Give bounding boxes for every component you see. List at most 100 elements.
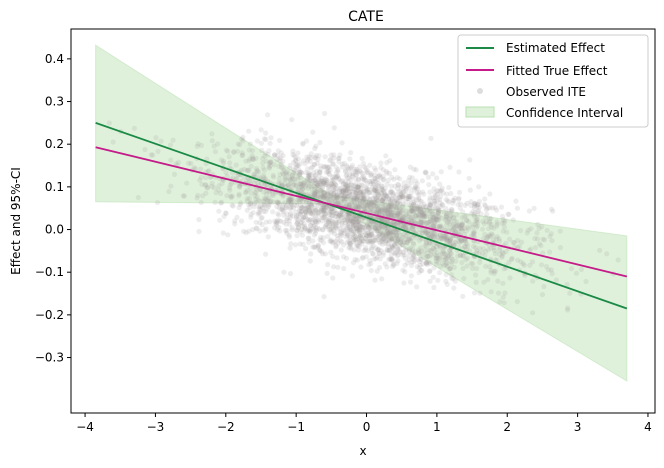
observed-ite-point [291, 205, 297, 211]
observed-ite-point [348, 196, 354, 202]
observed-ite-point [305, 210, 312, 216]
observed-ite-point [354, 166, 360, 173]
observed-ite-point [401, 188, 407, 195]
observed-ite-point [421, 207, 427, 213]
observed-ite-point [368, 224, 374, 230]
observed-ite-point [376, 210, 382, 216]
observed-ite-point [302, 213, 309, 219]
observed-ite-point [578, 266, 585, 272]
observed-ite-point [386, 205, 392, 212]
observed-ite-point [520, 261, 526, 267]
observed-ite-point [374, 189, 380, 195]
observed-ite-point [235, 141, 241, 147]
observed-ite-point [282, 176, 288, 182]
observed-ite-point [224, 173, 230, 179]
observed-ite-point [248, 211, 254, 218]
observed-ite-point [378, 227, 384, 233]
observed-ite-point [430, 274, 436, 280]
observed-ite-point [301, 227, 307, 233]
observed-ite-point [403, 224, 409, 231]
observed-ite-point [281, 269, 287, 275]
observed-ite-point [294, 219, 301, 225]
observed-ite-point [368, 237, 374, 244]
observed-ite-point [406, 253, 412, 259]
observed-ite-point [330, 209, 336, 215]
observed-ite-point [248, 200, 254, 206]
observed-ite-point [434, 216, 440, 223]
observed-ite-point [417, 205, 423, 211]
observed-ite-point [388, 252, 394, 258]
observed-ite-point [359, 188, 365, 194]
observed-ite-point [393, 232, 399, 238]
observed-ite-point [432, 200, 438, 206]
observed-ite-point [281, 219, 287, 225]
observed-ite-point [380, 252, 386, 258]
observed-ite-point [380, 173, 386, 179]
observed-ite-point [303, 210, 309, 216]
observed-ite-point [307, 207, 313, 213]
observed-ite-point [400, 267, 406, 273]
observed-ite-point [323, 169, 329, 175]
observed-ite-point [443, 217, 449, 223]
observed-ite-point [442, 254, 448, 260]
observed-ite-point [280, 193, 286, 199]
observed-ite-point [325, 188, 331, 194]
observed-ite-point [311, 161, 317, 167]
observed-ite-point [450, 227, 456, 233]
observed-ite-point [445, 235, 451, 241]
observed-ite-point [450, 200, 456, 206]
observed-ite-point [360, 183, 366, 189]
observed-ite-point [237, 201, 243, 207]
observed-ite-point [446, 266, 452, 272]
observed-ite-point [253, 219, 259, 225]
observed-ite-point [375, 204, 381, 210]
observed-ite-point [280, 153, 286, 159]
observed-ite-point [324, 203, 330, 210]
observed-ite-point [333, 221, 339, 227]
observed-ite-point [329, 178, 335, 184]
observed-ite-point [374, 195, 380, 202]
observed-ite-point [459, 228, 465, 234]
observed-ite-point [373, 203, 379, 209]
observed-ite-point [386, 203, 392, 209]
observed-ite-point [388, 203, 394, 209]
observed-ite-point [315, 243, 321, 249]
observed-ite-point [345, 179, 351, 185]
observed-ite-point [428, 201, 434, 207]
observed-ite-point [432, 205, 438, 211]
observed-ite-point [307, 228, 313, 234]
observed-ite-point [372, 195, 378, 201]
observed-ite-point [305, 228, 311, 234]
observed-ite-point [272, 218, 278, 224]
observed-ite-point [321, 177, 327, 183]
observed-ite-point [564, 281, 570, 288]
observed-ite-point [246, 128, 252, 134]
observed-ite-point [351, 200, 358, 207]
observed-ite-point [360, 238, 366, 244]
observed-ite-point [354, 257, 360, 263]
observed-ite-point [338, 192, 344, 198]
observed-ite-point [398, 194, 404, 200]
observed-ite-point [286, 182, 292, 188]
observed-ite-point [434, 175, 440, 181]
observed-ite-point [374, 190, 381, 196]
observed-ite-point [369, 233, 375, 239]
observed-ite-point [258, 127, 264, 133]
observed-ite-point [407, 185, 413, 191]
observed-ite-point [484, 235, 490, 241]
observed-ite-point [324, 270, 330, 276]
observed-ite-point [366, 225, 372, 231]
observed-ite-point [501, 266, 507, 272]
observed-ite-point [483, 207, 489, 213]
observed-ite-point [285, 182, 291, 188]
observed-ite-point [287, 221, 293, 227]
observed-ite-point [395, 236, 401, 242]
observed-ite-point [431, 198, 437, 204]
observed-ite-point [432, 247, 438, 253]
observed-ite-point [429, 234, 435, 240]
observed-ite-point [348, 185, 354, 191]
observed-ite-point [373, 235, 379, 241]
observed-ite-point [282, 181, 288, 187]
observed-ite-point [311, 170, 317, 176]
observed-ite-point [455, 253, 461, 259]
